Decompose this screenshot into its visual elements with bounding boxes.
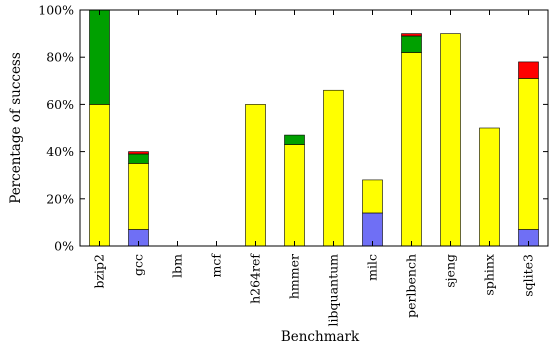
bar-perlbench-seg-1: [401, 52, 422, 247]
x-tick-label-sphinx: sphinx: [482, 254, 497, 296]
bar-perlbench-seg-3: [401, 33, 422, 37]
bar-hmmer-seg-2: [284, 134, 305, 145]
bar-gcc-seg-2: [128, 153, 149, 164]
y-tick-label: 80%: [46, 50, 74, 65]
bar-gcc-seg-1: [128, 163, 149, 230]
bar-h264ref-seg-1: [245, 104, 266, 247]
y-tick-label: 60%: [46, 97, 74, 112]
bar-sqlite3-seg-1: [518, 78, 539, 230]
bar-bzip2-seg-2: [89, 9, 110, 105]
x-tick-label-gcc: gcc: [131, 254, 146, 276]
y-tick-label: 40%: [46, 144, 74, 159]
bar-perlbench-seg-2: [401, 35, 422, 53]
y-tick-label: 0%: [54, 239, 74, 254]
bar-sjeng-seg-1: [440, 33, 461, 247]
x-tick-label-sjeng: sjeng: [443, 254, 458, 288]
y-tick-label: 20%: [46, 191, 74, 206]
x-tick-label-sqlite3: sqlite3: [521, 254, 536, 297]
y-axis-title: Percentage of success: [8, 52, 24, 204]
y-axis: 0% 20% 40% 60% 80% 100%: [38, 3, 548, 254]
x-axis-title: Benchmark: [281, 329, 360, 345]
x-tick-label-bzip2: bzip2: [92, 254, 107, 289]
x-tick-label-lbm: lbm: [170, 254, 185, 278]
bars: [89, 9, 539, 247]
bar-sphinx-seg-1: [479, 127, 500, 247]
bar-gcc-seg-3: [128, 151, 149, 155]
x-tick-label-mcf: mcf: [209, 253, 224, 278]
bar-bzip2-seg-1: [89, 104, 110, 247]
plot-frame: [79, 9, 549, 247]
x-tick-label-libquantum: libquantum: [326, 254, 341, 327]
bar-sqlite3-seg-3: [518, 61, 539, 79]
bar-hmmer-seg-1: [284, 144, 305, 247]
x-tick-label-perlbench: perlbench: [404, 254, 419, 318]
x-tick-label-milc: milc: [365, 254, 380, 281]
bar-libquantum-seg-1: [323, 89, 344, 247]
x-tick-label-hmmer: hmmer: [287, 254, 302, 299]
y-tick-label: 100%: [38, 3, 74, 18]
bar-milc-seg-1: [362, 179, 383, 214]
x-tick-label-h264ref: h264ref: [248, 253, 263, 304]
x-axis: bzip2 gcc lbm mcf h264ref hmmer libquantum milc…: [92, 10, 536, 326]
